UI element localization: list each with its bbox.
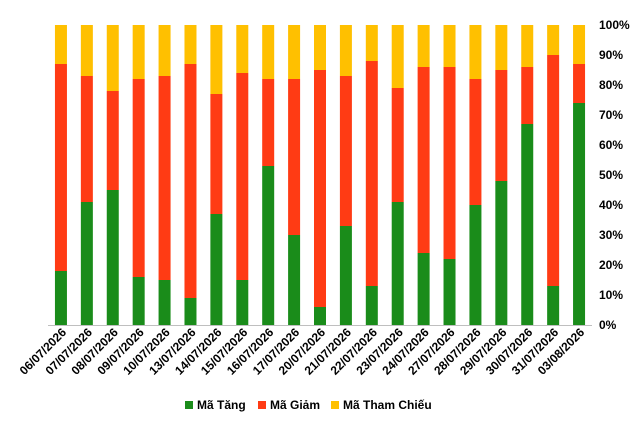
bar-segment-series-1-cat-17: [495, 70, 508, 181]
bar-segment-series-2-cat-18: [521, 25, 534, 67]
bar-segment-series-2-cat-14: [417, 25, 430, 67]
y-tick-label: 0%: [599, 318, 617, 332]
bar-segment-series-0-cat-4: [158, 280, 171, 325]
y-tick-label: 40%: [599, 198, 623, 212]
bar-segment-series-0-cat-8: [262, 166, 275, 325]
bar-segment-series-0-cat-16: [469, 205, 482, 325]
bar-segment-series-2-cat-9: [288, 25, 301, 79]
legend-label-0: Mã Tăng: [197, 398, 246, 412]
bar-segment-series-0-cat-10: [314, 307, 326, 325]
legend-label-2: Mã Tham Chiếu: [343, 398, 432, 412]
bars-group: [54, 25, 586, 325]
bar-segment-series-0-cat-11: [339, 226, 352, 325]
bar-segment-series-1-cat-7: [236, 73, 249, 280]
bar-segment-series-1-cat-19: [547, 55, 560, 286]
y-tick-label: 30%: [599, 228, 623, 242]
bar-segment-series-2-cat-12: [365, 25, 378, 61]
bar-segment-series-1-cat-5: [184, 64, 197, 298]
bar-segment-series-2-cat-10: [314, 25, 326, 70]
y-axis-ticks: 0% 10% 20% 30% 40% 50% 60% 70% 80% 90% 100%: [599, 18, 630, 332]
bar-segment-series-0-cat-2: [106, 190, 119, 325]
bar-segment-series-0-cat-14: [417, 253, 430, 325]
bar-segment-series-2-cat-20: [573, 25, 586, 64]
bar-segment-series-0-cat-19: [547, 286, 560, 325]
bar-segment-series-1-cat-11: [339, 76, 352, 226]
legend-swatch-0: [185, 401, 193, 409]
legend: Mã Tăng Mã Giảm Mã Tham Chiếu: [185, 398, 432, 412]
bar-segment-series-2-cat-16: [469, 25, 482, 79]
bar-segment-series-2-cat-1: [80, 25, 93, 76]
bar-segment-series-2-cat-7: [236, 25, 249, 73]
bar-segment-series-1-cat-20: [573, 64, 586, 103]
y-tick-label: 20%: [599, 258, 623, 272]
bar-segment-series-0-cat-17: [495, 181, 508, 325]
bar-segment-series-2-cat-4: [158, 25, 171, 76]
bar-segment-series-2-cat-17: [495, 25, 508, 70]
y-tick-label: 90%: [599, 48, 623, 62]
bar-segment-series-1-cat-6: [210, 94, 223, 214]
bar-segment-series-0-cat-15: [443, 259, 456, 325]
bar-segment-series-2-cat-2: [106, 25, 119, 91]
bar-segment-series-1-cat-10: [314, 70, 326, 307]
bar-segment-series-1-cat-12: [365, 61, 378, 286]
bar-segment-series-1-cat-9: [288, 79, 301, 235]
bar-segment-series-1-cat-15: [443, 67, 456, 259]
legend-swatch-2: [331, 401, 339, 409]
bar-segment-series-2-cat-19: [547, 25, 560, 55]
bar-segment-series-0-cat-13: [391, 202, 404, 325]
bar-segment-series-1-cat-3: [132, 79, 145, 277]
bar-segment-series-1-cat-1: [80, 76, 93, 202]
bar-segment-series-2-cat-15: [443, 25, 456, 67]
bar-segment-series-1-cat-2: [106, 91, 119, 190]
bar-segment-series-1-cat-14: [417, 67, 430, 253]
bar-segment-series-0-cat-5: [184, 298, 197, 325]
bar-segment-series-1-cat-18: [521, 67, 534, 124]
bar-segment-series-2-cat-6: [210, 25, 223, 94]
y-tick-label: 60%: [599, 138, 623, 152]
bar-segment-series-0-cat-12: [365, 286, 378, 325]
bar-segment-series-1-cat-4: [158, 76, 171, 280]
bar-segment-series-0-cat-20: [573, 103, 586, 325]
y-tick-label: 10%: [599, 288, 623, 302]
y-tick-label: 100%: [599, 18, 630, 32]
bar-segment-series-0-cat-18: [521, 124, 534, 325]
bar-segment-series-0-cat-6: [210, 214, 223, 325]
bar-segment-series-1-cat-0: [54, 64, 67, 271]
y-tick-label: 70%: [599, 108, 623, 122]
bar-segment-series-1-cat-13: [391, 88, 404, 202]
bar-segment-series-0-cat-0: [54, 271, 67, 325]
bar-segment-series-2-cat-5: [184, 25, 197, 64]
bar-segment-series-0-cat-9: [288, 235, 301, 325]
bar-segment-series-1-cat-8: [262, 79, 275, 166]
legend-label-1: Mã Giảm: [270, 398, 320, 412]
y-tick-label: 50%: [599, 168, 623, 182]
bar-segment-series-0-cat-3: [132, 277, 145, 325]
bar-segment-series-2-cat-0: [54, 25, 67, 64]
bar-segment-series-2-cat-13: [391, 25, 404, 88]
bar-segment-series-0-cat-7: [236, 280, 249, 325]
legend-swatch-1: [258, 401, 266, 409]
bar-segment-series-2-cat-8: [262, 25, 275, 79]
bar-segment-series-2-cat-3: [132, 25, 145, 79]
bar-segment-series-1-cat-16: [469, 79, 482, 205]
x-axis-ticks: 06/07/202607/07/202608/07/202609/07/2026…: [17, 325, 588, 378]
bar-segment-series-0-cat-1: [80, 202, 93, 325]
y-tick-label: 80%: [599, 78, 623, 92]
bar-segment-series-2-cat-11: [339, 25, 352, 76]
